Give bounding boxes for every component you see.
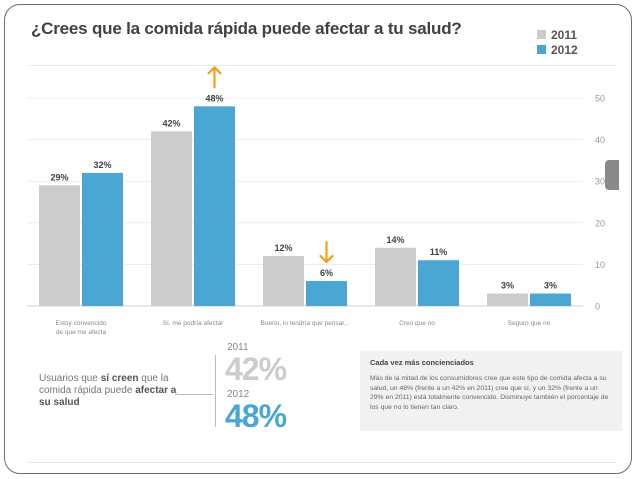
summary-text-4: afectar a su salud <box>39 385 177 408</box>
bar-2012-4 <box>530 293 571 306</box>
y-tick-50: 50 <box>595 94 605 104</box>
category-label-0-line-0: Estoy convencido <box>56 320 107 327</box>
y-tick-0: 0 <box>595 302 600 312</box>
summary-text-3: que la comida rápida puede <box>39 373 169 396</box>
bottom-divider <box>29 462 617 463</box>
bar-2012-2 <box>306 281 347 306</box>
bar-2011-4 <box>487 293 528 306</box>
bar-chart: 0 10 20 30 40 50 29% 32% Estoy convencido de que … <box>27 66 605 336</box>
summary-year-2011: 2011 <box>227 342 249 353</box>
summary-year-2012: 2012 <box>227 389 250 400</box>
category-label-0-line-1: de que me afecta <box>56 329 107 336</box>
bar-2011-3 <box>375 247 416 306</box>
y-tick-20: 20 <box>595 218 605 228</box>
legend-label-2012: 2012 <box>551 42 578 57</box>
y-tick-40: 40 <box>595 135 605 145</box>
summary-divider <box>215 355 216 427</box>
data-label-2011-3: 14% <box>386 235 404 245</box>
data-label-2012-4: 3% <box>544 281 557 291</box>
bar-2012-0 <box>82 172 123 306</box>
data-label-2011-0: 29% <box>50 172 68 182</box>
info-body: Más de la mitad de los consumidores cree… <box>370 375 609 411</box>
info-box: Cada vez más concienciados Más de la mit… <box>360 351 622 431</box>
data-label-2012-0: 32% <box>93 160 111 170</box>
y-tick-10: 10 <box>595 260 605 270</box>
arrow-down-icon <box>319 240 334 264</box>
category-label-4: Seguro que no <box>508 320 551 327</box>
legend-swatch-2011 <box>537 30 546 39</box>
legend-label-2011: 2011 <box>551 27 578 42</box>
legend-item-2012: 2012 <box>537 42 578 57</box>
category-label-3: Creo que no <box>399 320 435 327</box>
category-label-2: Bueno, lo tendría que pensar... <box>261 320 350 327</box>
bar-2012-1 <box>194 106 235 306</box>
bar-2011-0 <box>39 185 80 306</box>
arrow-up-icon <box>207 66 222 89</box>
info-title: Cada vez más concienciados <box>370 358 474 367</box>
summary-connector <box>175 394 213 395</box>
summary-value-2012: 48% <box>225 398 287 434</box>
y-tick-30: 30 <box>595 177 605 187</box>
data-label-2012-3: 11% <box>430 247 448 257</box>
data-label-2012-1: 48% <box>205 93 223 103</box>
summary-value-2011: 42% <box>225 351 287 387</box>
summary-text-1: Usuarios que <box>39 373 101 384</box>
bar-2011-1 <box>151 131 192 306</box>
data-label-2011-2: 12% <box>274 243 292 253</box>
bar-2012-3 <box>418 260 459 306</box>
data-label-2011-4: 3% <box>501 281 514 291</box>
legend-swatch-2012 <box>537 45 546 54</box>
legend-item-2011: 2011 <box>537 27 578 42</box>
summary-text-2: sí creen <box>100 373 139 384</box>
data-label-2011-1: 42% <box>162 118 180 128</box>
slide-frame: ¿Crees que la comida rápida puede afecta… <box>4 4 632 474</box>
summary-caption: Usuarios que sí creen que la comida rápi… <box>39 373 179 409</box>
side-scroll-tab[interactable] <box>605 160 619 190</box>
bar-2011-2 <box>263 256 304 306</box>
chart-title: ¿Crees que la comida rápida puede afecta… <box>31 19 462 38</box>
category-label-1: Sí, me podría afectar <box>163 320 225 327</box>
legend: 2011 2012 <box>537 27 578 57</box>
title-divider <box>29 65 617 66</box>
data-label-2012-2: 6% <box>320 268 333 278</box>
